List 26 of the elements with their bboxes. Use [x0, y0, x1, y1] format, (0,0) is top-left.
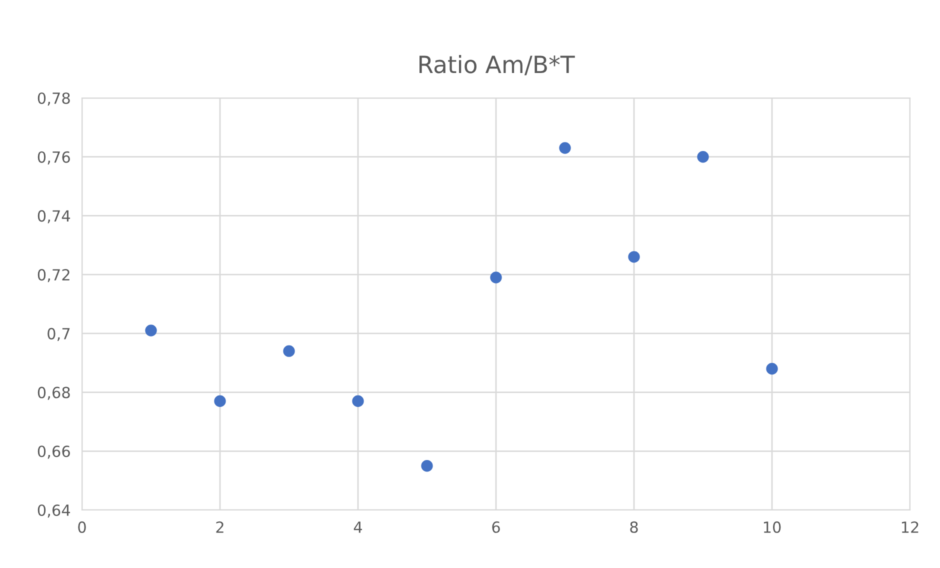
x-tick-label: 4 — [354, 522, 362, 533]
point — [490, 272, 502, 284]
x-tick-label: 10 — [764, 521, 781, 533]
x-tick-label: 12 — [902, 521, 918, 533]
x-tick-label: 0 — [78, 521, 86, 533]
x-tick-label: 8 — [630, 521, 638, 533]
y-tick-label: 0,68 — [38, 386, 70, 400]
y-tick-label: 0,72 — [38, 269, 70, 282]
point — [628, 251, 640, 263]
point — [421, 460, 433, 472]
point — [214, 395, 226, 407]
point — [697, 151, 709, 163]
point — [352, 395, 364, 407]
point — [559, 142, 571, 154]
point — [145, 324, 157, 336]
y-tick-label: 0,64 — [38, 504, 70, 518]
chart-title: Ratio Am/B*T — [419, 55, 575, 76]
y-tick-label: 0,7 — [48, 328, 70, 342]
y-tick-label: 0,74 — [38, 210, 70, 224]
y-tick-label: 0,78 — [38, 92, 70, 106]
point — [283, 345, 295, 357]
y-tick-label: 0,76 — [38, 151, 70, 164]
x-tick-label: 6 — [492, 521, 500, 533]
x-tick-label: 2 — [216, 521, 224, 533]
y-tick-label: 0,66 — [38, 446, 70, 459]
point — [766, 362, 778, 375]
